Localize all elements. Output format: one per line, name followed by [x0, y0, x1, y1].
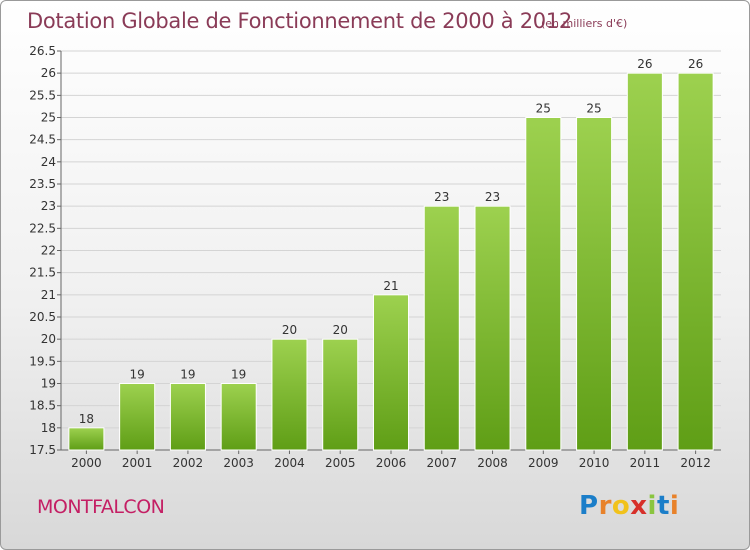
bar-2003	[220, 383, 257, 451]
y-tick-label: 20.5	[29, 310, 56, 324]
labels: 17.5 18 18.5 19 19.5 20 20.5 21 21.5 22 22.5 23 23.5…	[29, 44, 711, 470]
data-label: 19	[130, 368, 145, 382]
y-tick-label: 24	[41, 155, 56, 169]
data-label: 25	[586, 102, 601, 116]
y-tick-label: 26	[41, 66, 56, 80]
bar-2002	[169, 383, 206, 451]
x-tick-label: 2009	[528, 456, 559, 470]
chart-title: Dotation Globale de Fonctionnement de 20…	[27, 9, 572, 33]
bar-2004	[271, 338, 308, 451]
bar-2008	[474, 205, 511, 451]
bar-2011	[626, 72, 663, 451]
x-tick-label: 2008	[477, 456, 508, 470]
y-tick-label: 22	[41, 244, 56, 258]
y-tick-label: 18	[41, 421, 56, 435]
data-label: 20	[282, 323, 297, 337]
y-tick-label: 25	[41, 111, 56, 125]
y-tick-label: 17.5	[29, 443, 56, 457]
y-tick-label: 19.5	[29, 354, 56, 368]
chart-unit: (en milliers d'€)	[541, 17, 628, 30]
data-label: 19	[180, 368, 195, 382]
x-tick-label: 2002	[173, 456, 204, 470]
y-tick-label: 20	[41, 332, 56, 346]
x-tick-label: 2001	[122, 456, 153, 470]
y-tick-label: 18.5	[29, 399, 56, 413]
bar-2000	[68, 427, 105, 451]
y-tick-label: 23.5	[29, 177, 56, 191]
y-tick-label: 26.5	[29, 44, 56, 58]
y-tick-label: 19	[41, 377, 56, 391]
data-label: 19	[231, 368, 246, 382]
commune-name: MONTFALCON	[37, 496, 165, 518]
bar-2005	[322, 338, 359, 451]
bar-2010	[576, 117, 613, 451]
data-label: 18	[79, 412, 94, 426]
x-tick-label: 2010	[579, 456, 610, 470]
bar-2009	[525, 117, 562, 451]
data-label: 26	[637, 57, 652, 71]
x-tick-label: 2006	[376, 456, 407, 470]
x-tick-label: 2005	[325, 456, 356, 470]
data-label: 26	[688, 57, 703, 71]
x-tick-label: 2004	[274, 456, 305, 470]
bar-2006	[372, 294, 410, 451]
y-tick-label: 21	[41, 288, 56, 302]
y-tick-label: 22.5	[29, 221, 56, 235]
bar-2012	[677, 72, 714, 451]
y-tick-label: 24.5	[29, 133, 56, 147]
data-label: 21	[383, 279, 398, 293]
x-tick-label: 2012	[680, 456, 711, 470]
x-tick-label: 2003	[223, 456, 254, 470]
data-label: 23	[485, 190, 500, 204]
y-tick-label: 25.5	[29, 88, 56, 102]
bar-2007	[423, 205, 460, 451]
y-tick-label: 21.5	[29, 266, 56, 280]
x-tick-label: 2007	[426, 456, 457, 470]
bar-2001	[119, 383, 156, 451]
y-tick-label: 23	[41, 199, 56, 213]
x-tick-label: 2011	[630, 456, 661, 470]
bars	[68, 72, 714, 451]
data-label: 23	[434, 190, 449, 204]
x-tick-label: 2000	[71, 456, 102, 470]
proxiti-logo: Proxiti	[579, 491, 680, 521]
data-label: 25	[536, 102, 551, 116]
data-label: 20	[333, 323, 348, 337]
